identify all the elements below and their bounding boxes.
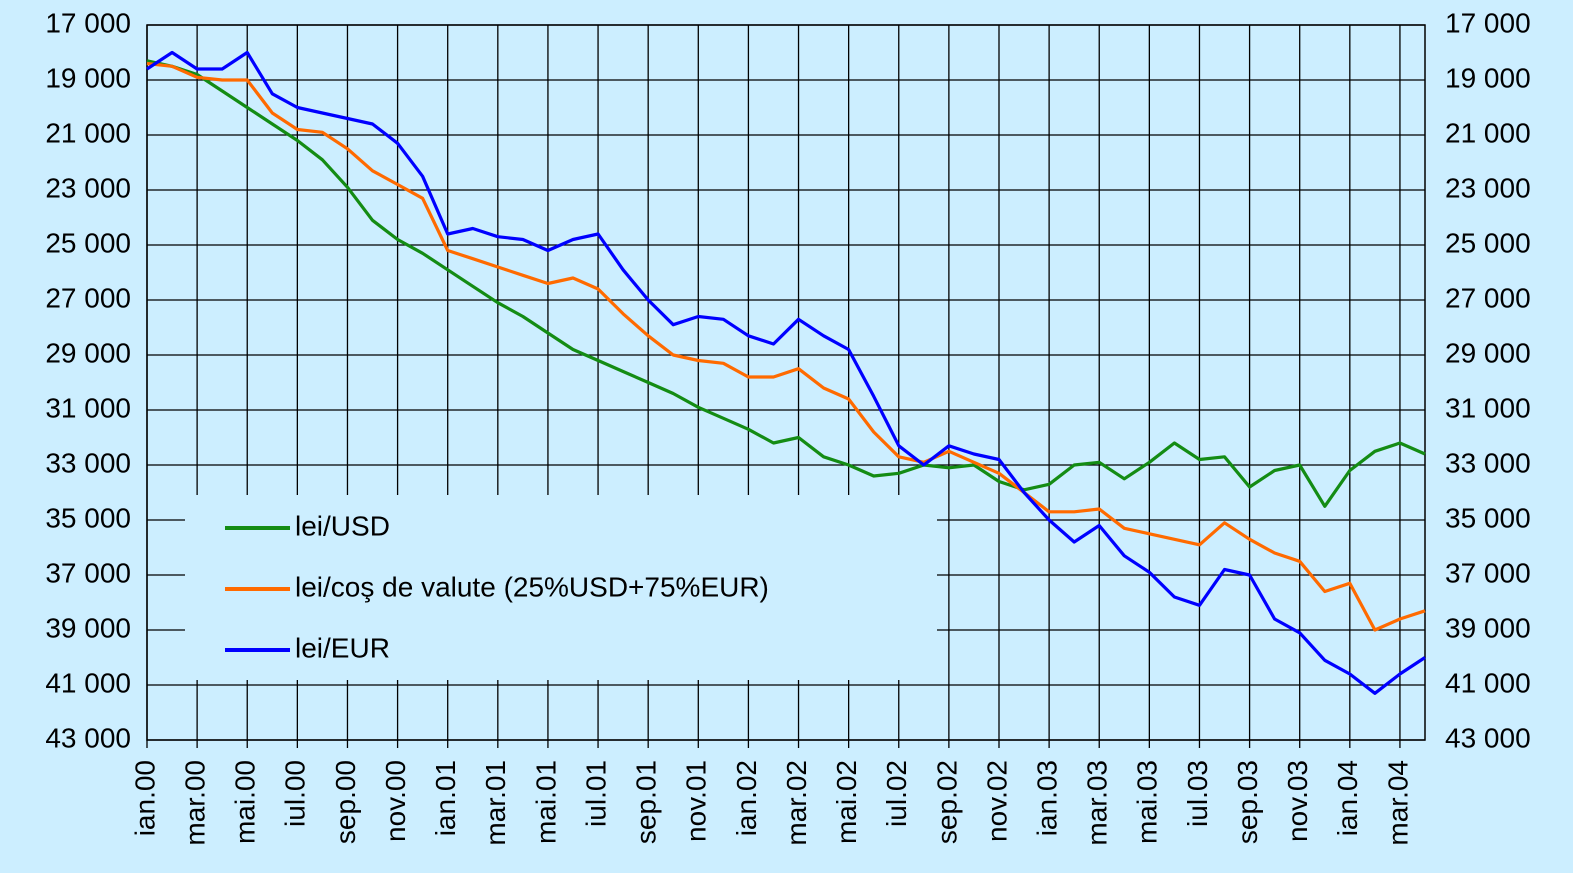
labels: 17 000 17 000 19 000 19 000 21 000 21 000 23 0… bbox=[45, 7, 1530, 845]
y2-tick-label: 25 000 bbox=[1445, 227, 1531, 258]
y-tick-label: 31 000 bbox=[45, 392, 131, 423]
x-tick-label: nov.03 bbox=[1282, 760, 1313, 842]
x-tick-label: iul.01 bbox=[580, 760, 611, 827]
y-tick-label: 33 000 bbox=[45, 447, 131, 478]
legend-label: lei/EUR bbox=[295, 632, 390, 663]
y2-tick-label: 39 000 bbox=[1445, 612, 1531, 643]
series-line bbox=[146, 59, 1426, 508]
x-tick-label: iul.02 bbox=[881, 760, 912, 827]
legend-label: lei/USD bbox=[295, 510, 390, 541]
y2-tick-label: 29 000 bbox=[1445, 337, 1531, 368]
x-tick-label: ian.01 bbox=[430, 760, 461, 836]
y-tick-label: 25 000 bbox=[45, 227, 131, 258]
series-line bbox=[146, 50, 1426, 695]
series-line bbox=[146, 61, 1426, 632]
x-tick-label: mar.02 bbox=[781, 760, 812, 846]
x-tick-label: mai.02 bbox=[831, 760, 862, 844]
x-tick-label: mai.00 bbox=[230, 760, 261, 844]
x-tick-label: mai.01 bbox=[530, 760, 561, 844]
x-tick-label: mar.01 bbox=[480, 760, 511, 846]
x-tick-label: sep.01 bbox=[631, 760, 662, 844]
y-tick-label: 35 000 bbox=[45, 502, 131, 533]
y2-tick-label: 43 000 bbox=[1445, 722, 1531, 753]
x-tick-label: iul.00 bbox=[280, 760, 311, 827]
y-tick-label: 43 000 bbox=[45, 722, 131, 753]
y-tick-label: 41 000 bbox=[45, 667, 131, 698]
y-tick-label: 23 000 bbox=[45, 172, 131, 203]
y2-tick-label: 31 000 bbox=[1445, 392, 1531, 423]
y2-tick-label: 41 000 bbox=[1445, 667, 1531, 698]
x-tick-label: sep.02 bbox=[931, 760, 962, 844]
x-tick-label: nov.02 bbox=[981, 760, 1012, 842]
x-tick-label: mar.04 bbox=[1382, 760, 1413, 846]
x-tick-label: sep.00 bbox=[330, 760, 361, 844]
lines bbox=[146, 50, 1426, 695]
y2-tick-label: 33 000 bbox=[1445, 447, 1531, 478]
x-tick-label: mar.00 bbox=[180, 760, 211, 846]
y-tick-label: 21 000 bbox=[45, 117, 131, 148]
y-tick-label: 17 000 bbox=[45, 7, 131, 38]
x-tick-label: sep.03 bbox=[1232, 760, 1263, 844]
y-tick-label: 27 000 bbox=[45, 282, 131, 313]
x-tick-label: nov.01 bbox=[681, 760, 712, 842]
x-tick-label: nov.00 bbox=[380, 760, 411, 842]
x-tick-label: iul.03 bbox=[1182, 760, 1213, 827]
y2-tick-label: 37 000 bbox=[1445, 557, 1531, 588]
x-tick-label: ian.03 bbox=[1032, 760, 1063, 836]
y2-tick-label: 35 000 bbox=[1445, 502, 1531, 533]
x-tick-label: mar.03 bbox=[1082, 760, 1113, 846]
y-tick-label: 19 000 bbox=[45, 62, 131, 93]
x-tick-label: mai.03 bbox=[1132, 760, 1163, 844]
legend: lei/USD lei/coş de valute (25%USD+75%EUR)… bbox=[185, 495, 937, 680]
x-tick-label: ian.04 bbox=[1332, 760, 1363, 836]
y2-tick-label: 17 000 bbox=[1445, 7, 1531, 38]
legend-label: lei/coş de valute (25%USD+75%EUR) bbox=[295, 571, 769, 602]
y-tick-label: 29 000 bbox=[45, 337, 131, 368]
y2-tick-label: 21 000 bbox=[1445, 117, 1531, 148]
legend-box bbox=[185, 495, 937, 680]
y-tick-label: 37 000 bbox=[45, 557, 131, 588]
x-tick-label: ian.00 bbox=[129, 760, 160, 836]
y2-tick-label: 27 000 bbox=[1445, 282, 1531, 313]
y2-tick-label: 19 000 bbox=[1445, 62, 1531, 93]
y2-tick-label: 23 000 bbox=[1445, 172, 1531, 203]
x-tick-label: ian.02 bbox=[731, 760, 762, 836]
y-tick-label: 39 000 bbox=[45, 612, 131, 643]
